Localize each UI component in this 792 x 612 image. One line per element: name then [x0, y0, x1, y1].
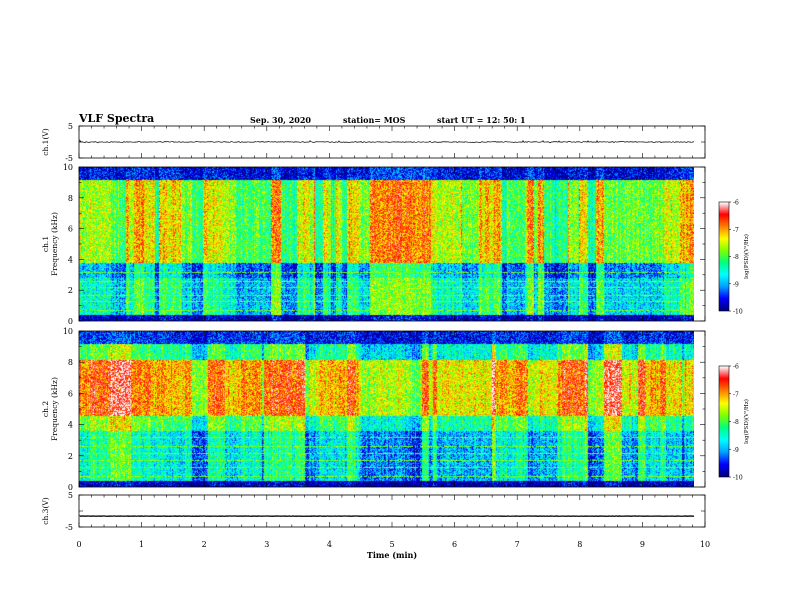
x-tick-label: 3	[264, 540, 269, 549]
x-tick-label: 6	[452, 540, 457, 549]
y-axis-label: Frequency (kHz)	[50, 212, 59, 276]
y-tick-label: -5	[65, 523, 73, 532]
ch2-spectrogram	[79, 331, 694, 487]
date-label: Sep. 30, 2020	[250, 115, 311, 125]
y-axis-label: ch.2	[41, 401, 50, 417]
start-time-label: start UT = 12: 50: 1	[437, 115, 526, 125]
y-tick-label: 2	[68, 452, 73, 461]
x-tick-label: 10	[700, 540, 710, 549]
station-label: station= MOS	[343, 115, 406, 125]
colorbar-label: log(PSD)(V²/Hz)	[743, 234, 750, 279]
y-tick-label: 0	[68, 317, 73, 326]
x-axis-label: Time (min)	[367, 550, 417, 560]
y-tick-label: 8	[68, 358, 73, 367]
y-axis-label: ch.1(V)	[41, 128, 50, 156]
ch1-spectrogram	[79, 167, 694, 321]
colorbar-tick-label: -10	[733, 475, 743, 482]
y-tick-label: 6	[68, 389, 73, 398]
colorbar-tick-label: -9	[733, 281, 739, 288]
colorbar-tick-label: -9	[733, 447, 739, 454]
colorbar-tick-label: -6	[733, 200, 739, 207]
y-tick-label: 2	[68, 286, 73, 295]
y-axis-label: Frequency (kHz)	[50, 377, 59, 441]
x-tick-label: 0	[76, 540, 81, 549]
colorbar-tick-label: -8	[733, 419, 739, 426]
ch1-waveform-line	[79, 139, 695, 144]
x-tick-label: 4	[327, 540, 332, 549]
colorbar-tick-label: -7	[733, 391, 739, 398]
y-axis-label: ch.1	[41, 236, 50, 252]
y-tick-label: 4	[68, 421, 73, 430]
colorbar-label: log(PSD)(V²/Hz)	[743, 399, 750, 444]
ch2-colorbar	[719, 366, 729, 477]
y-tick-label: -5	[65, 154, 73, 163]
colorbar-tick-label: -8	[733, 254, 739, 261]
y-tick-label: 4	[68, 255, 73, 264]
y-tick-label: 6	[68, 225, 73, 234]
x-tick-label: 1	[139, 540, 144, 549]
x-tick-label: 8	[577, 540, 582, 549]
x-tick-label: 7	[515, 540, 520, 549]
colorbar-tick-label: -6	[733, 364, 739, 371]
y-tick-label: 10	[63, 163, 73, 172]
y-tick-label: 5	[68, 491, 73, 500]
y-axis-label: ch.3(V)	[41, 497, 50, 525]
chart-title: VLF Spectra	[79, 112, 155, 125]
x-tick-label: 5	[389, 540, 394, 549]
y-tick-label: 0	[68, 483, 73, 492]
ch1-colorbar	[719, 202, 729, 311]
y-tick-label: 8	[68, 194, 73, 203]
x-tick-label: 2	[202, 540, 207, 549]
y-tick-label: 10	[63, 327, 73, 336]
y-tick-label: 5	[68, 122, 73, 131]
x-tick-label: 9	[640, 540, 645, 549]
colorbar-tick-label: -7	[733, 227, 739, 234]
colorbar-tick-label: -10	[733, 309, 743, 316]
